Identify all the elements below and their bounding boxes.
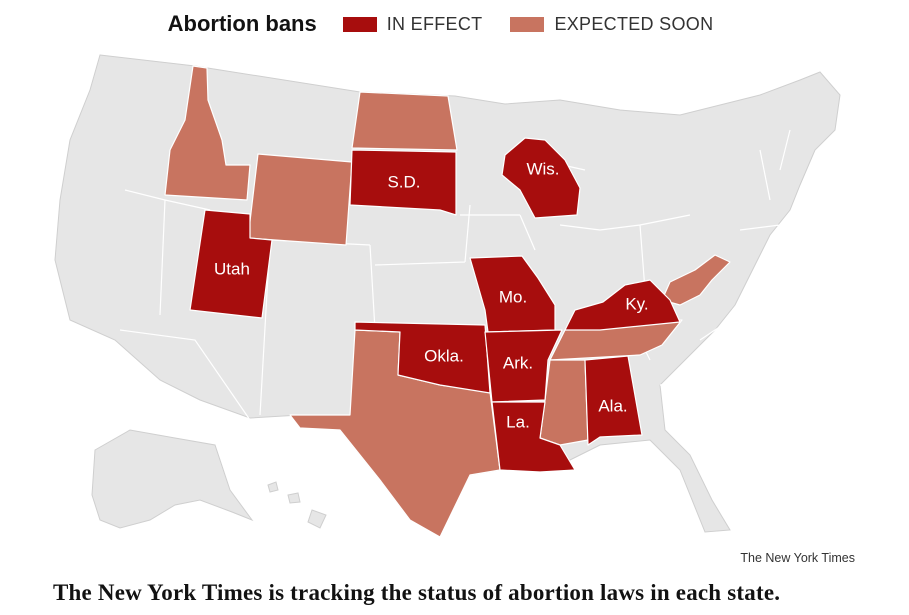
label-oklahoma: Okla. (424, 346, 464, 365)
caption: The New York Times is tracking the statu… (53, 580, 781, 605)
state-north-dakota (351, 91, 458, 151)
state-wyoming (247, 153, 353, 246)
label-kentucky: Ky. (625, 294, 648, 313)
label-alabama: Ala. (598, 396, 627, 415)
label-arkansas: Ark. (503, 353, 533, 372)
state-louisiana (491, 401, 576, 473)
legend-swatch-expected-soon (510, 16, 545, 32)
label-missouri: Mo. (499, 287, 527, 306)
hawaii (267, 481, 327, 529)
state-west-virginia (661, 254, 731, 306)
legend-swatch-in-effect (342, 16, 377, 32)
state-kentucky (564, 279, 681, 331)
state-labels: S.D. Wis. Utah Mo. Ky. Okla. Ark. Ala. L… (214, 159, 649, 431)
label-utah: Utah (214, 259, 250, 278)
state-missouri (469, 255, 556, 333)
us-map: S.D. Wis. Utah Mo. Ky. Okla. Ark. Ala. L… (54, 54, 841, 538)
label-louisiana: La. (506, 412, 530, 431)
state-alabama (584, 355, 643, 446)
label-south-dakota: S.D. (387, 172, 420, 191)
source-credit: The New York Times (740, 551, 855, 565)
legend-label-in-effect: IN EFFECT (386, 13, 483, 34)
label-wisconsin: Wis. (526, 159, 559, 178)
state-south-dakota (349, 149, 457, 216)
state-wisconsin (501, 137, 581, 219)
state-arkansas (484, 329, 563, 403)
legend: Abortion bans IN EFFECT EXPECTED SOON (0, 8, 909, 40)
legend-title: Abortion bans (167, 11, 317, 36)
highlighted-states (164, 65, 731, 538)
alaska (91, 429, 254, 529)
legend-label-expected-soon: EXPECTED SOON (554, 13, 714, 34)
state-utah (189, 209, 273, 319)
state-idaho (164, 65, 251, 201)
us-mainland (54, 54, 841, 536)
